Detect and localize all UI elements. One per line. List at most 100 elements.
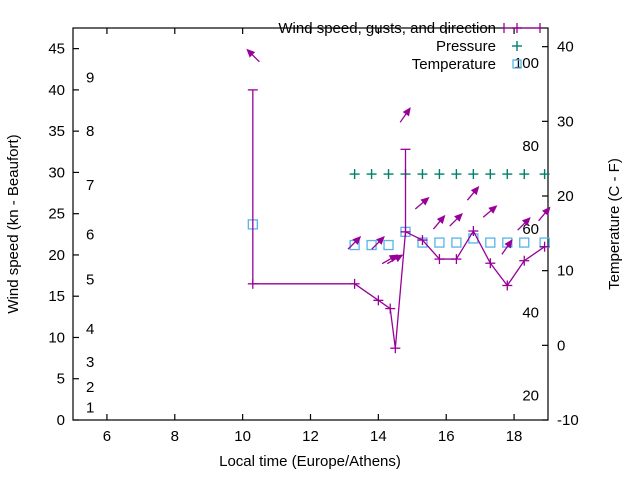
x-tick-label: 18 (506, 428, 523, 445)
temperature-point (485, 237, 496, 248)
wind-point (519, 255, 530, 266)
wind-direction-arrow (347, 236, 362, 250)
y2-axis-ticks: -10 0 10 20 30 40 (542, 39, 579, 429)
wind-direction-arrow (414, 197, 430, 210)
pressure-point (502, 169, 513, 180)
wind-point (385, 303, 396, 314)
x-tick-label: 16 (438, 428, 455, 445)
y-tick-label: 5 (57, 371, 65, 388)
beaufort-label: 8 (86, 123, 94, 140)
arrow-head (504, 239, 513, 249)
y-tick-label: 10 (48, 329, 65, 346)
arrow-head (376, 236, 385, 245)
pressure-point (485, 169, 496, 180)
wind-point (349, 278, 360, 289)
wind-speed-line (252, 229, 545, 349)
temperature-point (519, 237, 530, 248)
y-tick-label: 0 (57, 412, 65, 429)
temperature-point (451, 237, 462, 248)
wind-series (247, 89, 550, 354)
fahrenheit-label: 40 (522, 304, 539, 321)
legend-swatch-temperature (512, 59, 522, 69)
arrow-head (402, 107, 411, 117)
chart-legend: Wind speed, gusts, and direction Pressur… (278, 20, 541, 73)
legend-swatch-wind (503, 23, 541, 33)
wind-point (400, 148, 411, 237)
arrow-head (521, 217, 531, 226)
fahrenheit-label: 20 (522, 387, 539, 404)
arrow-head (393, 254, 404, 263)
x-tick-label: 12 (302, 428, 319, 445)
arrow-head (470, 185, 480, 196)
legend-label-temperature[interactable]: Temperature (412, 56, 496, 73)
temperature-series (247, 219, 550, 251)
x-tick-label: 8 (171, 428, 179, 445)
pressure-point (434, 169, 445, 180)
pressure-point (366, 169, 377, 180)
x-tick-label: 6 (103, 428, 111, 445)
beaufort-label: 3 (86, 354, 94, 371)
fahrenheit-label: 80 (522, 138, 539, 155)
y-tick-label: 20 (48, 247, 65, 264)
wind-direction-arrow (399, 107, 411, 123)
y-axis-title: Wind speed (kn - Beaufort) (5, 134, 22, 313)
wind-direction-arrow (517, 217, 531, 231)
pressure-point (539, 169, 550, 180)
y-tick-label: 45 (48, 41, 65, 58)
y-tick-label: 15 (48, 288, 65, 305)
wind-direction-arrow (482, 205, 498, 218)
y2-tick-label: 10 (557, 263, 574, 280)
y2-tick-label: 30 (557, 113, 574, 130)
y-axis-ticks: 0 5 10 15 20 25 30 35 40 45 (48, 41, 79, 429)
temperature-point (366, 239, 377, 251)
beaufort-label: 4 (86, 321, 94, 338)
wind-direction-arrow (246, 48, 260, 63)
fahrenheit-label: 100 (514, 55, 539, 72)
arrow-head (436, 214, 446, 224)
temperature-point (383, 239, 394, 251)
y2-tick-label: 40 (557, 39, 574, 56)
beaufort-label: 9 (86, 70, 94, 87)
pressure-point (519, 169, 530, 180)
x-tick-label: 14 (370, 428, 387, 445)
pressure-series (349, 169, 550, 180)
wind-direction-arrow (432, 214, 446, 230)
beaufort-scale-labels: 1 2 3 4 5 6 7 8 9 (86, 70, 94, 417)
fahrenheit-label: 60 (522, 221, 539, 238)
arrow-head (454, 212, 463, 222)
pressure-point (468, 169, 479, 180)
y-tick-label: 40 (48, 82, 65, 99)
pressure-point (349, 169, 360, 180)
wind-point (434, 254, 445, 265)
wind-point (539, 241, 550, 252)
legend-label-pressure[interactable]: Pressure (436, 38, 496, 55)
wind-point (247, 89, 258, 289)
y2-tick-label: 20 (557, 188, 574, 205)
wind-point (502, 280, 513, 291)
wind-direction-arrow (449, 212, 463, 227)
arrow-head (352, 236, 362, 245)
x-tick-label: 10 (234, 428, 251, 445)
y2-tick-label: 0 (557, 337, 565, 354)
y-tick-label: 25 (48, 206, 65, 223)
wind-direction-arrow (466, 185, 480, 201)
beaufort-label: 5 (86, 272, 94, 289)
y2-axis-title: Temperature (C - F) (606, 158, 623, 290)
arrow-head (542, 206, 551, 216)
legend-swatch-pressure (512, 41, 522, 51)
wind-direction-arrow (538, 206, 551, 222)
wind-direction-arrow (371, 236, 385, 250)
temperature-point (434, 237, 445, 248)
wind-point (485, 258, 496, 269)
y-tick-label: 35 (48, 123, 65, 140)
wind-point (468, 226, 479, 237)
wind-direction-arrow (501, 239, 513, 255)
pressure-point (451, 169, 462, 180)
beaufort-label: 2 (86, 379, 94, 396)
plot-border (72, 27, 549, 421)
beaufort-label: 6 (86, 226, 94, 243)
pressure-point (383, 169, 394, 180)
legend-label-wind[interactable]: Wind speed, gusts, and direction (278, 20, 496, 37)
y2-tick-label: -10 (557, 412, 579, 429)
